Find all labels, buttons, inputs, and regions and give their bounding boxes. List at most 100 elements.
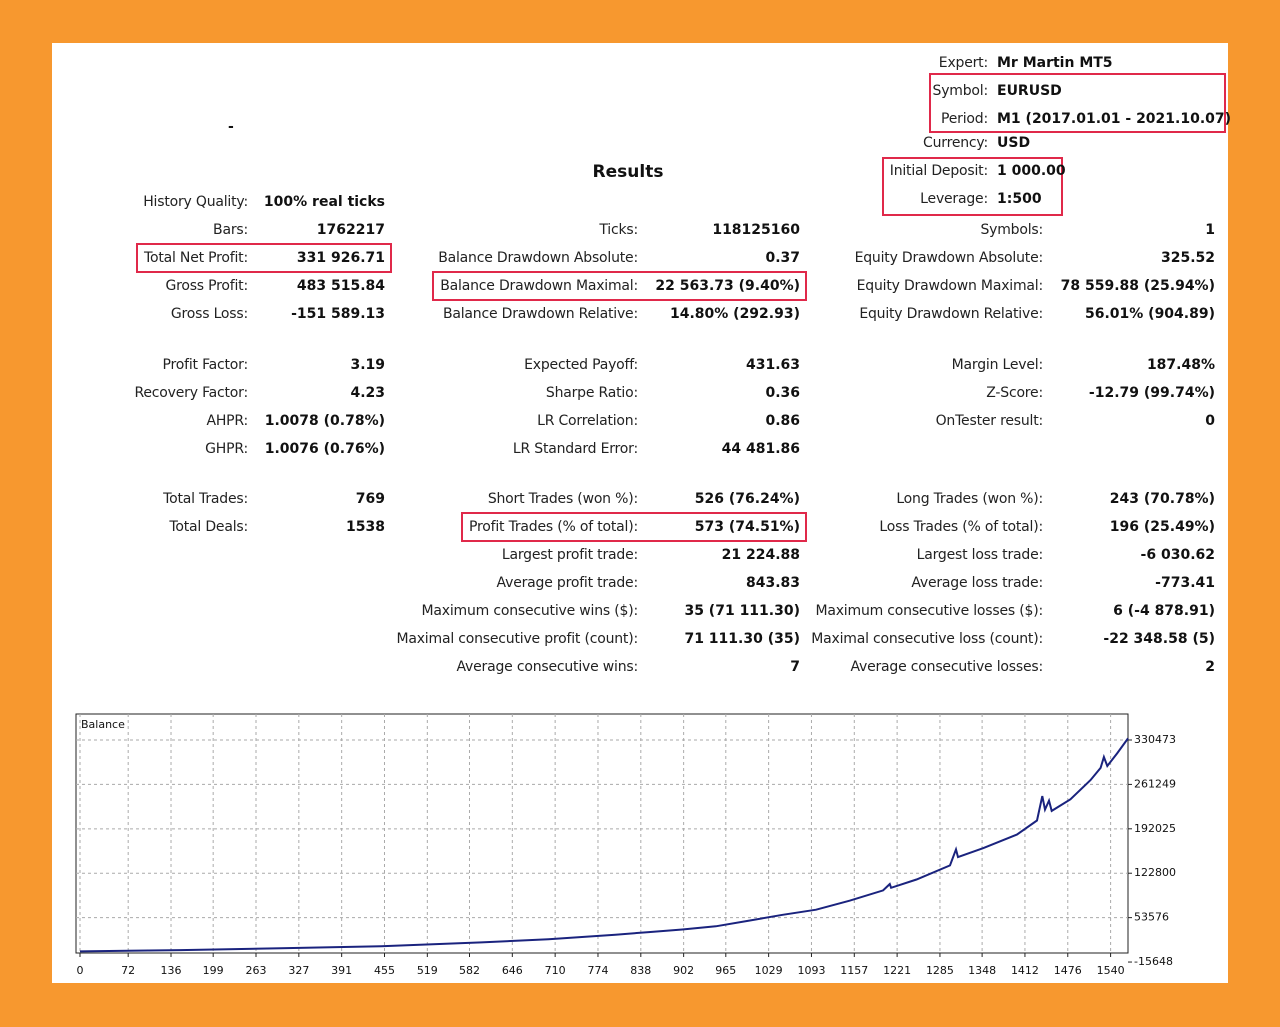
- header-value: 1 000.00: [997, 163, 1066, 179]
- stat-label: Balance Drawdown Maximal:: [440, 278, 638, 294]
- x-tick-label: 1157: [840, 964, 868, 977]
- header-label: Currency:: [923, 135, 988, 151]
- header-label: Symbol:: [932, 83, 989, 99]
- stat-label: Maximal consecutive loss (count):: [811, 631, 1043, 647]
- stat-value: -6 030.62: [1140, 547, 1215, 563]
- stat-label: Bars:: [213, 222, 248, 238]
- x-tick-label: 965: [715, 964, 736, 977]
- stat-value: 0.37: [765, 250, 800, 266]
- highlight-box: [461, 512, 807, 542]
- x-tick-label: 1029: [755, 964, 783, 977]
- stat-value: -151 589.13: [291, 306, 385, 322]
- x-tick-label: 519: [417, 964, 438, 977]
- stat-value: 1.0076 (0.76%): [264, 441, 385, 457]
- x-tick-label: 710: [545, 964, 566, 977]
- stat-label: Average consecutive wins:: [456, 659, 638, 675]
- header-label: Period:: [941, 111, 988, 127]
- stat-value: 1.0078 (0.78%): [264, 413, 385, 429]
- stat-label: Equity Drawdown Maximal:: [856, 278, 1044, 294]
- y-tick-label: 330473: [1134, 733, 1176, 746]
- stat-value: 0: [1205, 413, 1215, 429]
- x-tick-label: 1412: [1011, 964, 1039, 977]
- stat-value: 196 (25.49%): [1109, 519, 1215, 535]
- header-label: Initial Deposit:: [889, 163, 988, 179]
- stat-value: 6 (-4 878.91): [1113, 603, 1215, 619]
- stat-value: 22 563.73 (9.40%): [655, 278, 800, 294]
- x-tick-label: 455: [374, 964, 395, 977]
- stat-label: Loss Trades (% of total):: [879, 519, 1043, 535]
- stat-label: Balance Drawdown Relative:: [442, 306, 638, 322]
- stat-label: LR Standard Error:: [512, 441, 638, 457]
- stat-label: Long Trades (won %):: [896, 491, 1043, 507]
- stat-label: Balance Drawdown Absolute:: [438, 250, 638, 266]
- x-tick-label: 391: [331, 964, 352, 977]
- header-value: M1 (2017.01.01 - 2021.10.07): [997, 111, 1232, 127]
- chart-title: Balance: [81, 718, 125, 731]
- header-value: 1:500: [997, 191, 1042, 207]
- stat-label: Profit Factor:: [162, 357, 249, 373]
- results-title: Results: [592, 162, 664, 182]
- stat-value: 56.01% (904.89): [1084, 306, 1215, 322]
- x-tick-label: 1221: [883, 964, 911, 977]
- stat-value: 843.83: [745, 575, 800, 591]
- stat-value: 44 481.86: [721, 441, 800, 457]
- highlight-box: [432, 271, 807, 301]
- x-tick-label: 1285: [926, 964, 954, 977]
- header-value: Mr Martin MT5: [997, 55, 1113, 71]
- header-value: EURUSD: [997, 83, 1062, 99]
- stat-label: Recovery Factor:: [134, 385, 249, 401]
- stat-value: 35 (71 111.30): [684, 603, 800, 619]
- stat-value: 1762217: [316, 222, 385, 238]
- stat-label: Symbols:: [980, 222, 1043, 238]
- stat-value: 187.48%: [1146, 357, 1215, 373]
- stat-value: 14.80% (292.93): [669, 306, 800, 322]
- stat-value: 118125160: [712, 222, 800, 238]
- stat-value: -22 348.58 (5): [1103, 631, 1215, 647]
- x-tick-label: 0: [77, 964, 84, 977]
- x-tick-label: 582: [459, 964, 480, 977]
- stat-label: Gross Profit:: [165, 278, 248, 294]
- stat-value: 526 (76.24%): [694, 491, 800, 507]
- stat-label: OnTester result:: [935, 413, 1044, 429]
- header-value: USD: [997, 135, 1031, 151]
- stat-label: Ticks:: [599, 222, 638, 238]
- highlight-box: [929, 73, 1226, 133]
- x-tick-label: 1476: [1054, 964, 1082, 977]
- stat-value: 4.23: [350, 385, 385, 401]
- y-tick-label: 122800: [1134, 866, 1176, 879]
- stat-label: AHPR:: [206, 413, 248, 429]
- stat-label: Average loss trade:: [911, 575, 1043, 591]
- y-tick-label: 261249: [1134, 777, 1176, 790]
- stat-label: Total Trades:: [163, 491, 248, 507]
- x-tick-label: 774: [587, 964, 608, 977]
- x-tick-label: 1540: [1097, 964, 1125, 977]
- stat-label: Short Trades (won %):: [487, 491, 638, 507]
- stat-value: 3.19: [350, 357, 385, 373]
- highlight-box: [136, 243, 392, 273]
- x-tick-label: 1093: [797, 964, 825, 977]
- x-tick-label: 646: [502, 964, 523, 977]
- header-label: Expert:: [938, 55, 988, 71]
- stat-label: Maximum consecutive wins ($):: [421, 603, 639, 619]
- stat-label: Average consecutive losses:: [850, 659, 1043, 675]
- highlight-box: [882, 157, 1063, 216]
- stat-label: Expected Payoff:: [524, 357, 638, 373]
- x-tick-label: 327: [288, 964, 309, 977]
- stat-label: Largest loss trade:: [916, 547, 1044, 563]
- stat-value: 331 926.71: [296, 250, 385, 266]
- y-tick-label: 192025: [1134, 822, 1176, 835]
- stat-label: Total Deals:: [169, 519, 248, 535]
- stat-label: Sharpe Ratio:: [545, 385, 638, 401]
- y-tick-label: 53576: [1134, 911, 1169, 924]
- stat-label: Gross Loss:: [170, 306, 248, 322]
- x-tick-label: 199: [203, 964, 224, 977]
- stat-label: Margin Level:: [951, 357, 1044, 373]
- dash: -: [228, 119, 234, 135]
- stat-label: Profit Trades (% of total):: [469, 519, 638, 535]
- stat-value: 769: [355, 491, 385, 507]
- header-label: Leverage:: [920, 191, 988, 207]
- stat-label: History Quality:: [143, 194, 248, 210]
- stat-value: 1: [1205, 222, 1215, 238]
